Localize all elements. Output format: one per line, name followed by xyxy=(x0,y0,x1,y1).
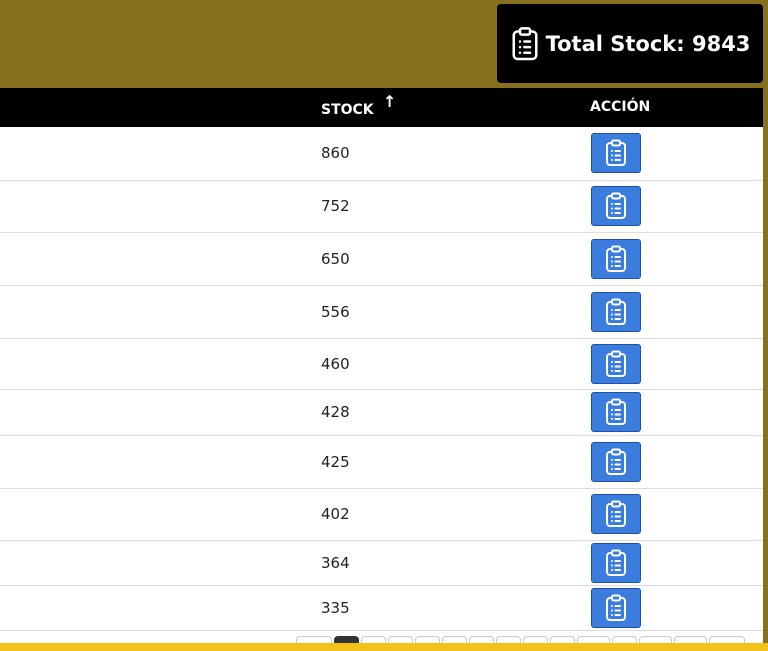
table-row: 460 xyxy=(0,339,763,390)
stock-cell: 860 xyxy=(321,144,350,162)
column-header-action: ACCIÓN xyxy=(590,99,651,115)
clipboard-list-icon xyxy=(606,245,626,272)
bottom-bar xyxy=(0,643,768,651)
column-header-stock[interactable]: STOCK xyxy=(321,102,374,118)
clipboard-list-icon xyxy=(606,139,626,166)
view-details-button[interactable] xyxy=(591,292,641,332)
view-details-button[interactable] xyxy=(591,543,641,583)
table-row: 335 xyxy=(0,586,763,631)
total-stock-label: Total Stock: 9843 xyxy=(545,31,751,56)
stock-cell: 402 xyxy=(321,505,350,523)
clipboard-list-icon xyxy=(606,448,626,475)
table-row: 650 xyxy=(0,233,763,286)
table-row: 364 xyxy=(0,541,763,586)
stock-cell: 556 xyxy=(321,303,350,321)
clipboard-list-icon xyxy=(606,594,626,621)
clipboard-list-icon xyxy=(606,350,626,377)
stock-cell: 335 xyxy=(321,599,350,617)
view-details-button[interactable] xyxy=(591,344,641,384)
clipboard-list-icon xyxy=(512,26,538,60)
clipboard-list-icon xyxy=(606,192,626,219)
table-row: 425 xyxy=(0,436,763,489)
table-row: 428 xyxy=(0,390,763,436)
stock-cell: 364 xyxy=(321,554,350,572)
clipboard-list-icon xyxy=(606,298,626,325)
stock-cell: 428 xyxy=(321,403,350,421)
right-border xyxy=(763,88,768,651)
table-header: STOCK ↑ ACCIÓN xyxy=(0,88,763,127)
view-details-button[interactable] xyxy=(591,239,641,279)
view-details-button[interactable] xyxy=(591,494,641,534)
clipboard-list-icon xyxy=(606,398,626,425)
table-row: 402 xyxy=(0,489,763,541)
total-stock-badge: Total Stock: 9843 xyxy=(497,4,763,83)
stock-cell: 460 xyxy=(321,355,350,373)
table-row: 556 xyxy=(0,286,763,339)
stock-cell: 650 xyxy=(321,250,350,268)
stock-cell: 752 xyxy=(321,197,350,215)
view-details-button[interactable] xyxy=(591,442,641,482)
stock-cell: 425 xyxy=(321,453,350,471)
view-details-button[interactable] xyxy=(591,392,641,432)
table-row: 860 xyxy=(0,127,763,181)
sort-ascending-icon[interactable]: ↑ xyxy=(383,92,397,111)
view-details-button[interactable] xyxy=(591,588,641,628)
clipboard-list-icon xyxy=(606,500,626,527)
view-details-button[interactable] xyxy=(591,186,641,226)
table-row: 752 xyxy=(0,181,763,233)
view-details-button[interactable] xyxy=(591,133,641,173)
clipboard-list-icon xyxy=(606,549,626,576)
